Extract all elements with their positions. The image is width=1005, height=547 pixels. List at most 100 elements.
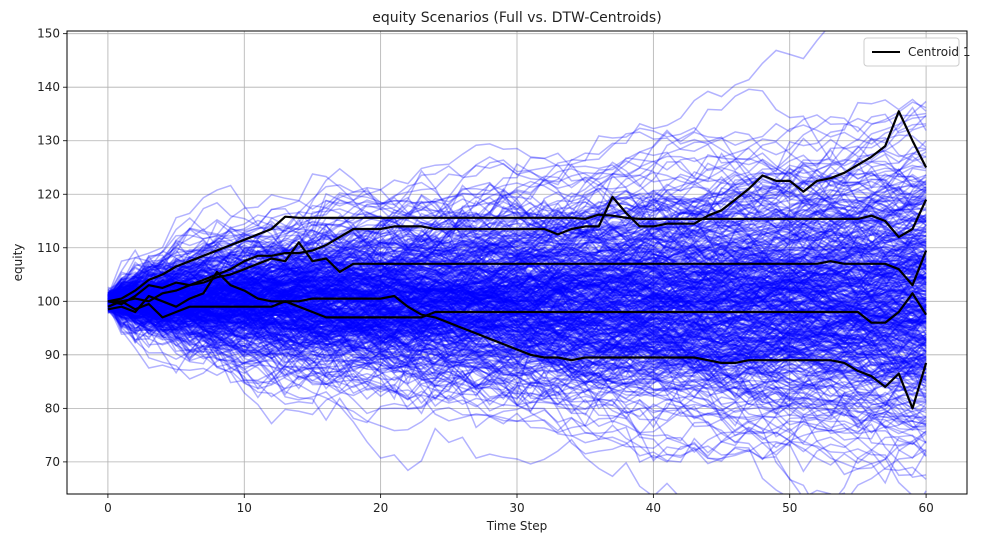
scenario-line (107, 221, 927, 341)
scenario-line (107, 295, 927, 398)
scenario-line (107, 272, 927, 348)
scenario-line (107, 292, 927, 435)
scenario-line (107, 306, 927, 410)
scenario-line (107, 273, 927, 422)
scenario-line (107, 244, 927, 318)
scenario-line (107, 264, 927, 320)
scenario-line (107, 292, 927, 379)
scenario-line (107, 161, 927, 297)
scenario-line (107, 245, 927, 304)
scenario-line (107, 283, 927, 342)
scenario-line (107, 195, 927, 324)
scenario-line (107, 230, 927, 317)
x-axis-title: Time Step (486, 519, 548, 533)
y-tick-label: 70 (45, 455, 60, 469)
chart-title: equity Scenarios (Full vs. DTW-Centroids… (372, 10, 661, 26)
scenario-line (107, 272, 927, 316)
scenario-line (107, 276, 927, 365)
scenario-line (107, 290, 927, 350)
scenario-line (107, 268, 927, 352)
scenario-line (107, 283, 927, 392)
scenario-line (107, 228, 927, 300)
scenario-line (107, 255, 927, 324)
scenario-line (107, 156, 927, 294)
scenario-line (107, 258, 927, 364)
scenario-line (107, 227, 927, 344)
scenario-line (107, 223, 927, 303)
scenario-line (107, 271, 927, 350)
scenario-line (107, 286, 927, 342)
scenario-line (107, 288, 927, 382)
scenario-line (107, 292, 927, 380)
scenario-line (107, 257, 927, 368)
scenario-line (107, 277, 927, 385)
scenario-line (107, 235, 927, 330)
scenario-line (107, 270, 927, 361)
scenario-line (107, 158, 927, 331)
scenario-line (107, 279, 927, 391)
scenario-line (107, 293, 927, 344)
scenario-line (107, 269, 927, 319)
scenario-line (107, 276, 927, 320)
scenario-line (107, 268, 927, 341)
scenario-line (107, 227, 927, 311)
scenario-line (107, 277, 927, 347)
scenario-line (107, 273, 927, 371)
scenario-line (107, 286, 927, 397)
scenario-line (107, 248, 927, 379)
scenario-line (107, 273, 927, 340)
scenario-line (107, 240, 927, 328)
scenario-line (107, 280, 927, 396)
scenario-line (107, 268, 927, 329)
scenario-line (107, 244, 927, 337)
scenario-line (107, 291, 927, 335)
scenario-line (107, 189, 927, 325)
centroid-line-4 (107, 292, 928, 324)
scenario-line (107, 275, 927, 330)
y-tick-label: 100 (37, 294, 60, 308)
y-tick-label: 150 (37, 27, 60, 41)
scenario-line (107, 300, 927, 433)
scenario-line (107, 266, 927, 376)
scenario-line (107, 296, 927, 363)
scenario-line (107, 230, 927, 315)
scenario-line (107, 249, 927, 389)
scenario-line (107, 197, 927, 320)
scenario-line (107, 279, 927, 334)
scenario-line (107, 292, 927, 384)
scenario-line (107, 273, 927, 376)
scenario-line (107, 240, 927, 359)
scenario-line (107, 292, 927, 394)
scenario-line (107, 273, 927, 351)
scenario-line (107, 223, 927, 297)
x-tick-label: 10 (237, 501, 252, 515)
scenario-line (107, 212, 927, 311)
scenario-line (107, 240, 927, 323)
scenario-line (107, 309, 927, 415)
scenario-line (107, 292, 927, 429)
scenario-line (107, 229, 927, 325)
scenario-line (107, 301, 927, 412)
scenario-line (107, 259, 927, 372)
scenario-line (107, 295, 927, 342)
scenario-line (107, 266, 927, 316)
scenario-line (107, 207, 927, 303)
scenario-line (107, 273, 927, 322)
scenario-line (107, 284, 927, 373)
scenario-line (107, 290, 927, 378)
x-tick-label: 20 (373, 501, 388, 515)
scenario-line (107, 254, 927, 315)
scenario-line (107, 276, 927, 384)
scenario-line (107, 245, 927, 356)
scenario-line (107, 281, 927, 428)
scenario-line (107, 297, 927, 408)
scenario-line (107, 285, 927, 350)
scenario-line (107, 283, 927, 352)
scenario-line (107, 247, 927, 333)
scenario-line (107, 211, 927, 322)
scenario-line (107, 292, 927, 411)
scenario-line (107, 296, 927, 408)
scenario-line (107, 263, 927, 329)
